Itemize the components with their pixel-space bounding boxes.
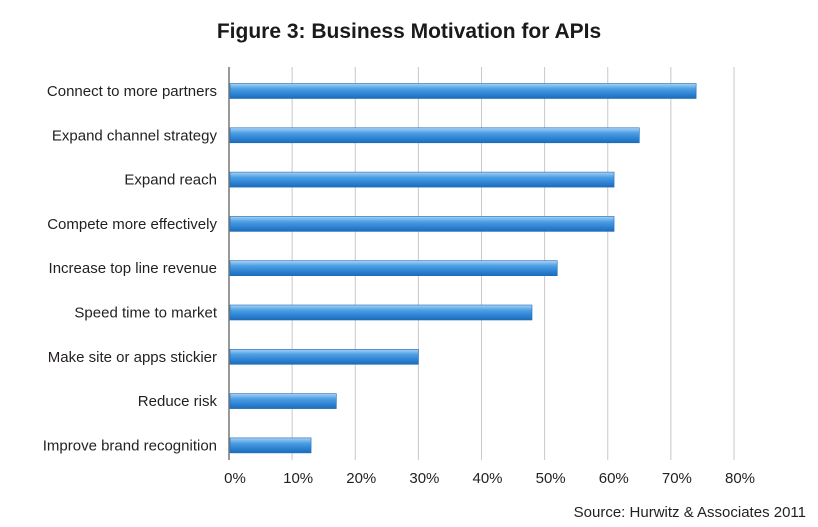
bar [229,83,697,99]
bar [229,437,312,454]
bars [229,83,697,454]
x-tick-labels: 0% 10% 20% 30% 40% 50% 60% 70% 80% [224,470,755,487]
bar [229,393,337,409]
x-tick-label: 60% [599,470,629,487]
x-tick-label: 50% [536,470,566,487]
category-label: Compete more effectively [47,216,217,233]
x-tick-label: 30% [409,470,439,487]
bar [229,127,640,144]
x-tick-label: 10% [283,470,313,487]
bar [229,216,615,232]
bar [229,348,419,365]
category-label: Reduce risk [138,393,218,410]
x-tick-label: 40% [472,470,502,487]
bar [229,260,558,277]
source-note: Source: Hurwitz & Associates 2011 [573,504,806,521]
category-label: Increase top line revenue [49,260,217,277]
category-label: Expand reach [124,172,217,189]
category-label: Improve brand recognition [43,437,217,454]
bar [229,171,615,188]
category-label: Make site or apps stickier [48,349,217,366]
category-label: Connect to more partners [47,83,217,100]
chart-title: Figure 3: Business Motivation for APIs [216,20,602,43]
x-tick-label: 20% [346,470,376,487]
category-label: Speed time to market [74,305,217,322]
category-labels: Connect to more partners Expand channel s… [43,83,218,454]
x-tick-label: 0% [224,470,246,487]
x-tick-label: 70% [662,470,692,487]
x-tick-label: 80% [725,470,755,487]
bar [229,304,533,321]
category-label: Expand channel strategy [52,127,218,144]
